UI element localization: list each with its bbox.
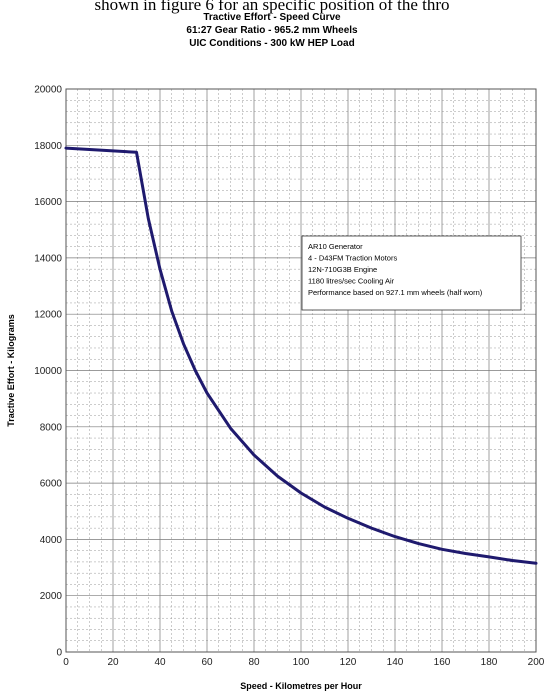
- x-axis-label: Speed - Kilometres per Hour: [240, 681, 362, 691]
- cropped-body-text: shown in figure 6 for an specific positi…: [94, 0, 450, 14]
- x-tick-label: 200: [528, 657, 544, 668]
- legend-line: 4 - D43FM Traction Motors: [308, 254, 397, 263]
- y-tick-label: 14000: [34, 253, 62, 264]
- legend-line: 12N-710G3B Engine: [308, 265, 377, 274]
- y-tick-label: 16000: [34, 197, 62, 208]
- y-tick-label: 18000: [34, 141, 62, 152]
- x-tick-label: 60: [201, 657, 213, 668]
- chart-subtitle-1: 61:27 Gear Ratio - 965.2 mm Wheels: [186, 25, 358, 36]
- y-tick-label: 12000: [34, 310, 62, 321]
- y-tick-label: 6000: [40, 479, 63, 490]
- x-tick-label: 140: [387, 657, 404, 668]
- x-tick-label: 80: [248, 657, 260, 668]
- legend-frame: [301, 235, 522, 311]
- y-axis-ticks: 0 2000 4000 6000 8000 10000 12000 14000 16000 180…: [34, 85, 62, 659]
- y-axis-label: Tractive Effort - Kilograms: [6, 314, 16, 427]
- y-tick-label: 10000: [34, 366, 62, 377]
- legend-line: Performance based on 927.1 mm wheels (ha…: [308, 288, 483, 297]
- tractive-effort-line: [64, 146, 538, 565]
- x-tick-label: 160: [434, 657, 451, 668]
- legend-line: AR10 Generator: [308, 242, 363, 251]
- x-tick-label: 0: [63, 657, 69, 668]
- x-tick-label: 180: [481, 657, 498, 668]
- x-axis-ticks: 0 20 40 60 80 100 120 140 160 180 200: [63, 657, 544, 668]
- x-tick-label: 40: [154, 657, 166, 668]
- y-tick-label: 20000: [34, 85, 62, 96]
- chart-subtitle-2: UIC Conditions - 300 kW HEP Load: [189, 38, 355, 49]
- legend-box: AR10 Generator 4 - D43FM Traction Motors…: [301, 235, 522, 311]
- plot-border: [65, 88, 537, 653]
- y-tick-label: 2000: [40, 591, 63, 602]
- x-tick-label: 20: [107, 657, 119, 668]
- y-tick-label: 0: [56, 648, 62, 659]
- x-tick-label: 120: [340, 657, 357, 668]
- legend-line: 1180 litres/sec Cooling Air: [308, 277, 395, 286]
- y-tick-label: 4000: [40, 535, 63, 546]
- y-tick-label: 8000: [40, 422, 63, 433]
- x-tick-label: 100: [293, 657, 310, 668]
- chart-title: Tractive Effort - Speed Curve: [203, 12, 341, 23]
